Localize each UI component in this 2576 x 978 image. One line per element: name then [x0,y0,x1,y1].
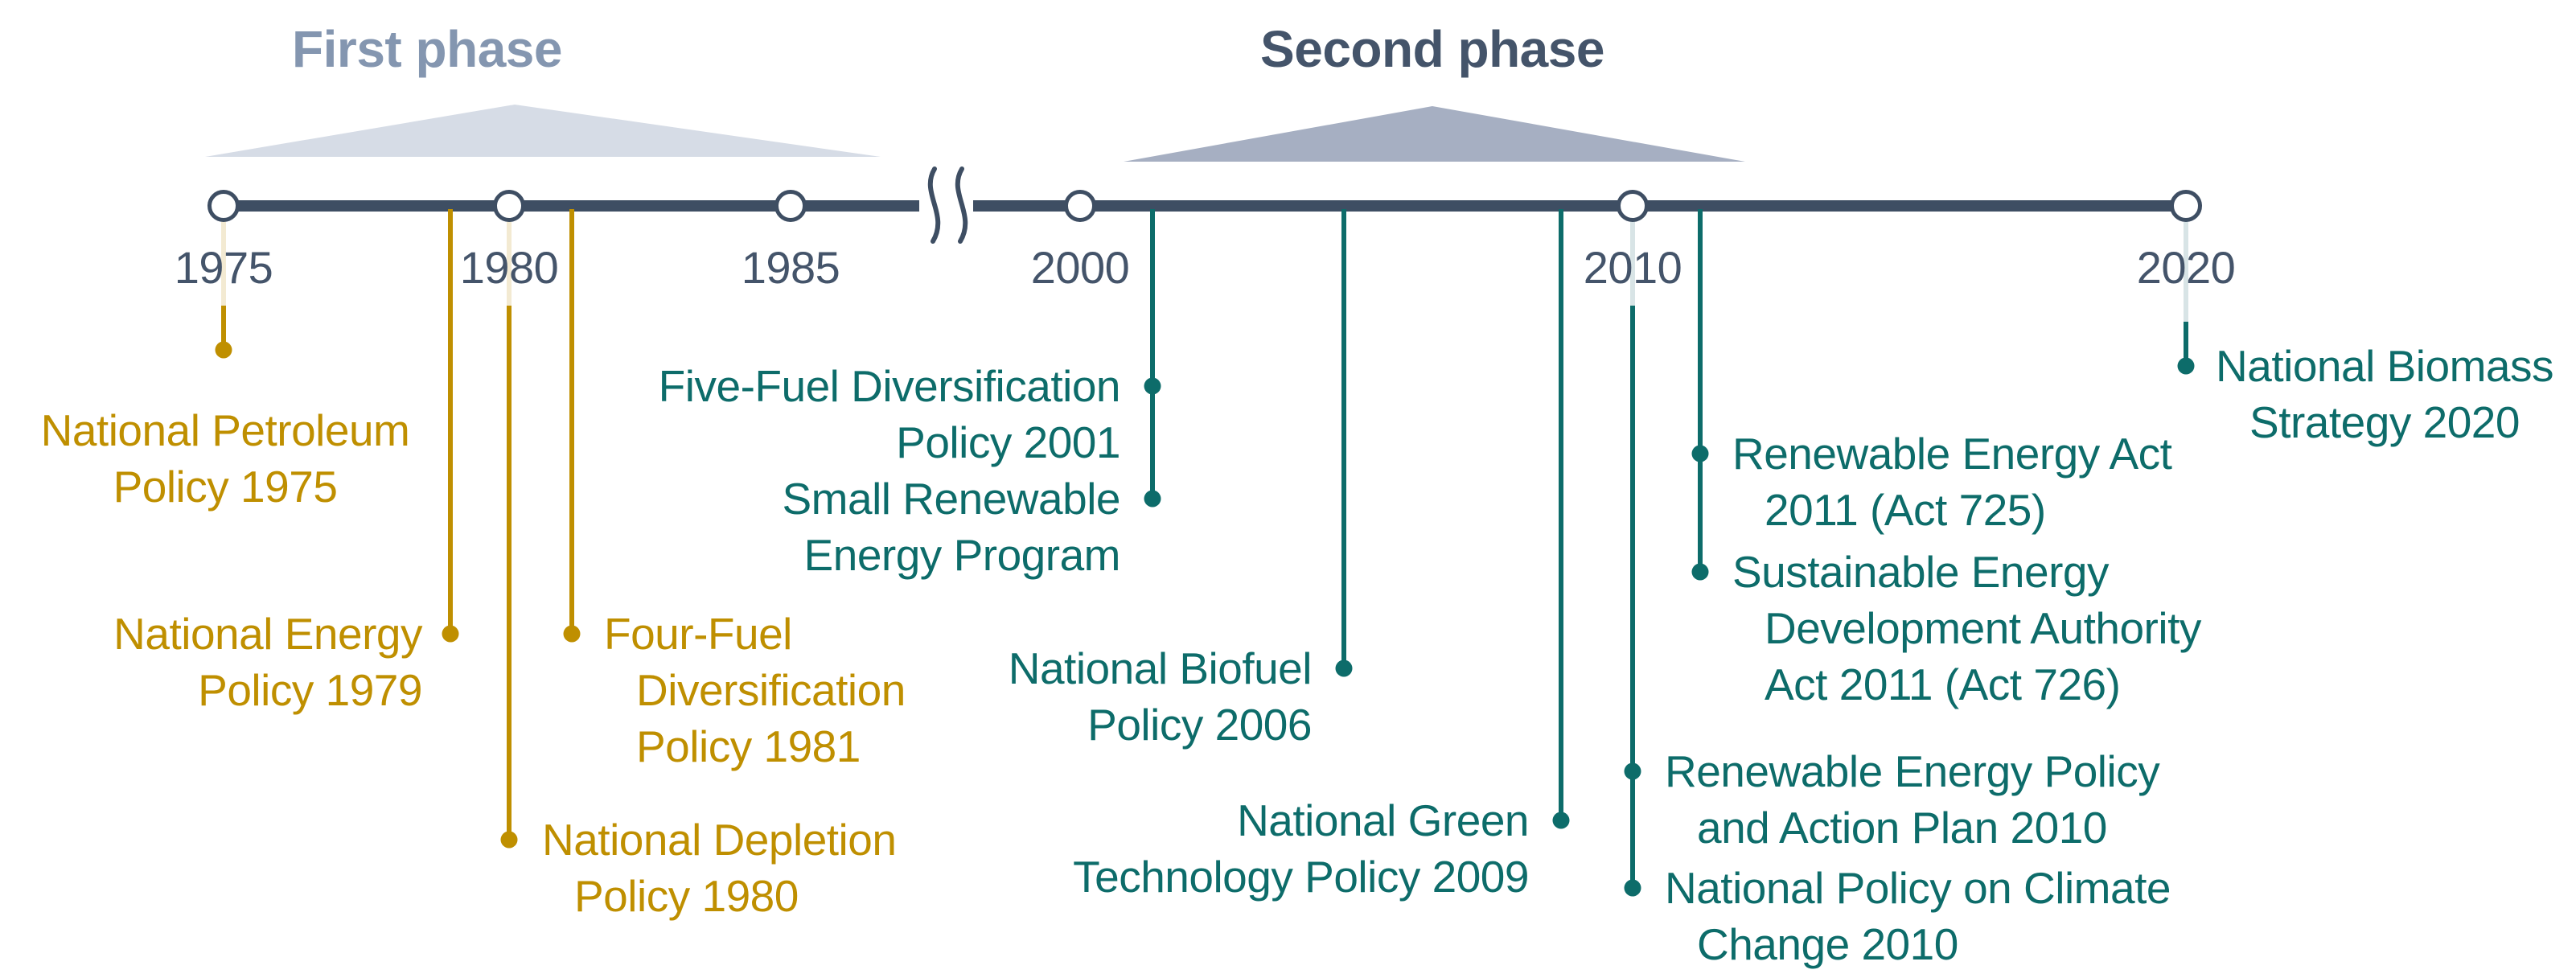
event-label-line: National Depletion [542,815,897,865]
event-label-line: 2011 (Act 725) [1765,485,2046,535]
event-label-line: National Green [1237,795,1529,845]
event-label-line: Technology Policy 2009 [1073,852,1529,902]
year-label-2000: 2000 [1030,242,1130,293]
event-stem [448,209,453,634]
event-label-line: National Biomass [2216,341,2553,391]
timeline-bar-segment [973,200,2186,212]
event-label-line: Diversification [636,665,906,715]
event-stem-pale [1630,217,1635,306]
year-label-1980: 1980 [459,242,559,293]
event-stem-pale [2184,217,2188,322]
event-label-line: Four-Fuel [604,609,792,659]
event-dot [1691,445,1709,462]
event-stem [1559,209,1563,820]
event-stem [2184,322,2188,366]
event-label-line: Strategy 2020 [2249,397,2520,447]
event-label-line: and Action Plan 2010 [1697,803,2107,853]
timeline-node-1985 [774,190,807,222]
event-label-line: Renewable Energy Policy [1665,746,2160,796]
event-label-sustainable-energy-development-authority-act-2011: Sustainable Energy Development Authority A… [1732,544,2201,713]
event-dot [1144,377,1161,395]
event-label-line: Act 2011 (Act 726) [1765,660,2121,709]
event-label-national-biofuel-policy-2006: National Biofuel Policy 2006 [1008,640,1313,753]
event-dot [442,625,459,643]
event-label-line: Renewable Energy Act [1732,429,2172,479]
event-stem [221,306,226,350]
second-phase-triangle [1124,106,1745,162]
event-stem [1150,209,1155,499]
timeline-node-1980 [493,190,525,222]
event-stem-pale [507,217,512,306]
event-dot [1691,563,1709,581]
event-label-line: Policy 1975 [113,462,338,512]
event-label-line: Small Renewable [782,474,1121,524]
event-stem [1341,209,1346,668]
event-label-line: Policy 2006 [1087,700,1312,750]
event-label-line: Energy Program [803,530,1121,580]
event-label-line: Policy 1979 [198,665,422,715]
timeline-node-2020 [2170,190,2202,222]
event-stem-pale [221,217,226,306]
timeline-break-squiggle-icon [927,166,968,244]
event-dot [1552,812,1570,829]
event-label-national-energy-policy-1979: National Energy Policy 1979 [113,606,422,718]
event-label-four-fuel-diversification-policy-1981: Four-Fuel Diversification Policy 1981 [604,606,906,775]
year-label-1985: 1985 [741,242,840,293]
event-label-line: National Energy [113,609,422,659]
first-phase-title: First phase [292,20,562,78]
event-label-small-renewable-energy-program: Small Renewable Energy Program [783,471,1121,583]
event-label-line: National Biofuel [1008,643,1313,693]
event-label-national-biomass-strategy-2020: National Biomass Strategy 2020 [2216,338,2553,450]
event-label-national-petroleum-policy-1975: National Petroleum Policy 1975 [41,402,410,515]
event-dot [563,625,581,643]
event-label-line: National Petroleum [40,405,410,455]
first-phase-triangle [205,105,881,157]
event-label-line: Five-Fuel Diversification [658,361,1121,411]
event-label-five-fuel-diversification-policy-2001: Five-Fuel Diversification Policy 2001 [658,358,1121,471]
timeline-node-1975 [207,190,240,222]
event-label-national-green-technology-policy-2009: National Green Technology Policy 2009 [1073,792,1529,905]
event-dot [1624,879,1641,897]
event-label-line: Policy 2001 [896,417,1120,467]
event-dot [2177,357,2195,375]
event-dot [1144,490,1161,507]
event-label-national-depletion-policy-1980: National Depletion Policy 1980 [542,812,897,924]
event-label-line: Policy 1981 [636,721,861,771]
timeline-node-2000 [1064,190,1096,222]
event-label-line: Policy 1980 [574,871,799,921]
event-label-renewable-energy-act-2011: Renewable Energy Act 2011 (Act 725) [1732,425,2172,538]
event-label-line: National Policy on Climate [1665,863,2171,913]
event-stem [569,209,574,634]
event-label-national-policy-on-climate-change-2010: National Policy on Climate Change 2010 [1665,860,2171,972]
event-label-line: Change 2010 [1697,919,1958,969]
year-label-1975: 1975 [174,242,273,293]
year-label-2020: 2020 [2136,242,2236,293]
event-dot [1335,660,1353,677]
event-dot [1624,762,1641,780]
event-dot [215,341,232,359]
timeline-bar-segment [224,200,919,212]
event-dot [500,831,518,849]
timeline-node-2010 [1617,190,1649,222]
event-label-line: Sustainable Energy [1732,547,2109,597]
event-label-line: Development Authority [1765,603,2201,653]
event-stem [507,306,512,840]
event-label-renewable-energy-policy-action-plan-2010: Renewable Energy Policy and Action Plan 2… [1665,743,2160,856]
year-label-2010: 2010 [1583,242,1682,293]
event-stem [1698,209,1703,572]
event-stem [1630,306,1635,888]
second-phase-title: Second phase [1260,20,1604,78]
